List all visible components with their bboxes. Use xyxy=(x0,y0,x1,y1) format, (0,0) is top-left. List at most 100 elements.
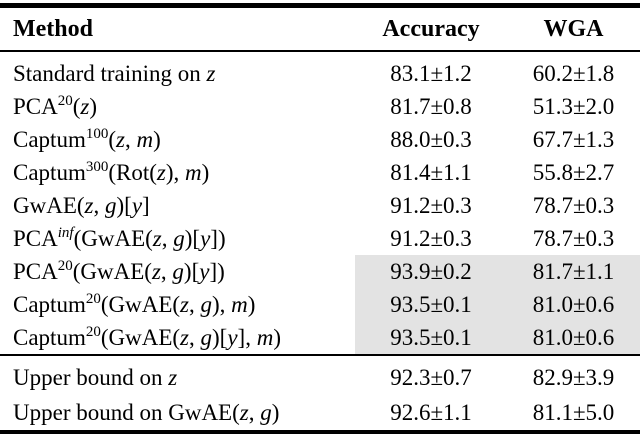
method-segment: PCA xyxy=(13,225,58,251)
table-footer: Upper bound on z 92.3±0.7 82.9±3.9 Upper bo… xyxy=(0,355,640,433)
method-segment: , xyxy=(160,258,173,284)
method-segment: Captum xyxy=(13,324,86,350)
wga-cell: 78.7±0.3 xyxy=(532,225,615,251)
method-segment: m xyxy=(231,291,248,317)
wga-cell: 81.0±0.6 xyxy=(507,321,640,355)
accuracy-cell: 81.4±1.1 xyxy=(390,159,472,185)
table-row: PCAinf(GwAE(z, g)[y]) 91.2±0.3 78.7±0.3 xyxy=(0,222,640,255)
method-segment: PCA xyxy=(13,93,58,119)
method-segment: ] xyxy=(142,192,150,218)
method-segment: z xyxy=(156,159,166,185)
method-segment: ( xyxy=(72,93,81,119)
method-segment: z xyxy=(84,192,94,218)
table-row: Standard training on z 83.1±1.2 60.2±1.8 xyxy=(0,51,640,90)
method-segment: 100 xyxy=(85,126,109,143)
table-row: Captum300(Rot(z), m) 81.4±1.1 55.8±2.7 xyxy=(0,156,640,189)
accuracy-cell: 88.0±0.3 xyxy=(390,126,472,152)
method-segment: ]) xyxy=(210,225,226,251)
method-segment: (GwAE( xyxy=(73,225,153,251)
method-segment: ) xyxy=(201,159,210,185)
wga-cell: 81.0±0.6 xyxy=(507,288,640,321)
wga-cell: 51.3±2.0 xyxy=(532,93,615,119)
method-segment: g xyxy=(173,225,185,251)
method-segment: z xyxy=(152,225,162,251)
method-segment: z xyxy=(116,126,125,152)
method-segment: 20 xyxy=(57,93,73,110)
method-segment: Upper bound on xyxy=(13,364,169,390)
method-segment: , xyxy=(124,126,137,152)
wga-cell: 81.7±1.1 xyxy=(507,255,640,288)
method-segment: ) xyxy=(89,93,98,119)
accuracy-cell: 91.2±0.3 xyxy=(390,225,472,251)
method-segment: )[ xyxy=(212,324,228,350)
accuracy-cell: 83.1±1.2 xyxy=(390,60,472,86)
method-segment: 20 xyxy=(85,324,101,341)
method-segment: z xyxy=(239,399,249,425)
method-segment: , xyxy=(161,225,174,251)
wga-cell: 67.7±1.3 xyxy=(532,126,615,152)
table-body: Standard training on z 83.1±1.2 60.2±1.8 PC… xyxy=(0,51,640,355)
method-segment: z xyxy=(180,291,189,317)
table-row: GwAE(z, g)[y] 91.2±0.3 78.7±0.3 xyxy=(0,189,640,222)
accuracy-cell: 93.5±0.1 xyxy=(355,288,507,321)
accuracy-cell: 93.5±0.1 xyxy=(355,321,507,355)
method-segment: Captum xyxy=(13,126,86,152)
wga-cell: 82.9±3.9 xyxy=(532,364,615,390)
method-segment: , xyxy=(248,399,261,425)
method-segment: , xyxy=(93,192,105,218)
method-segment: ) xyxy=(153,126,161,152)
method-cell: Upper bound on GwAE(z, g) xyxy=(0,395,355,433)
method-segment: 300 xyxy=(85,159,109,176)
method-segment: z xyxy=(151,258,161,284)
method-segment: ], xyxy=(237,324,257,350)
method-segment: inf xyxy=(57,225,74,242)
method-cell: PCAinf(GwAE(z, g)[y]) xyxy=(0,222,355,255)
accuracy-cell: 91.2±0.3 xyxy=(390,192,472,218)
method-cell: Captum100(z, m) xyxy=(0,123,355,156)
method-segment: PCA xyxy=(13,258,58,284)
method-segment: g xyxy=(105,192,117,218)
method-segment: y xyxy=(199,258,210,284)
method-cell: PCA20(GwAE(z, g)[y]) xyxy=(0,255,355,288)
col-header-accuracy: Accuracy xyxy=(355,5,507,52)
method-segment: ) xyxy=(271,399,280,425)
method-cell: GwAE(z, g)[y] xyxy=(0,189,355,222)
wga-cell: 81.1±5.0 xyxy=(532,399,615,425)
method-segment: , xyxy=(189,291,201,317)
method-segment: GwAE( xyxy=(13,192,85,218)
method-segment: g xyxy=(260,399,272,425)
method-segment: z xyxy=(80,93,90,119)
method-segment: g xyxy=(200,291,213,317)
table-row: PCA20(z) 81.7±0.8 51.3±2.0 xyxy=(0,90,640,123)
table-row: Upper bound on z 92.3±0.7 82.9±3.9 xyxy=(0,355,640,395)
method-segment: g xyxy=(172,258,184,284)
method-segment: ), xyxy=(165,159,186,185)
method-segment: 20 xyxy=(57,258,73,275)
table-row: PCA20(GwAE(z, g)[y]) 93.9±0.2 81.7±1.1 xyxy=(0,255,640,288)
method-segment: z xyxy=(180,324,189,350)
method-cell: Captum300(Rot(z), m) xyxy=(0,156,355,189)
method-segment: m xyxy=(136,126,154,152)
col-header-method: Method xyxy=(0,5,355,52)
header-row: Method Accuracy WGA xyxy=(0,5,640,52)
method-segment: ) xyxy=(273,324,282,350)
method-segment: Upper bound on GwAE( xyxy=(13,399,240,425)
method-segment: (GwAE( xyxy=(72,258,152,284)
method-segment: g xyxy=(200,324,213,350)
table-row: Captum20(GwAE(z, g), m) 93.5±0.1 81.0±0.6 xyxy=(0,288,640,321)
method-segment: ]) xyxy=(209,258,225,284)
method-cell: Captum20(GwAE(z, g)[y], m) xyxy=(0,321,355,355)
method-segment: ), xyxy=(212,291,232,317)
method-segment: Standard training on xyxy=(13,60,207,86)
col-header-wga: WGA xyxy=(507,5,640,52)
table-row: Captum20(GwAE(z, g)[y], m) 93.5±0.1 81.0±0… xyxy=(0,321,640,355)
method-segment: (Rot( xyxy=(108,159,157,185)
method-segment: Captum xyxy=(13,291,86,317)
results-table: Method Accuracy WGA Standard training on… xyxy=(0,3,640,434)
method-segment: (GwAE( xyxy=(100,291,181,317)
method-cell: Captum20(GwAE(z, g), m) xyxy=(0,288,355,321)
method-cell: PCA20(z) xyxy=(0,90,355,123)
accuracy-cell: 81.7±0.8 xyxy=(390,93,472,119)
accuracy-cell: 93.9±0.2 xyxy=(355,255,507,288)
